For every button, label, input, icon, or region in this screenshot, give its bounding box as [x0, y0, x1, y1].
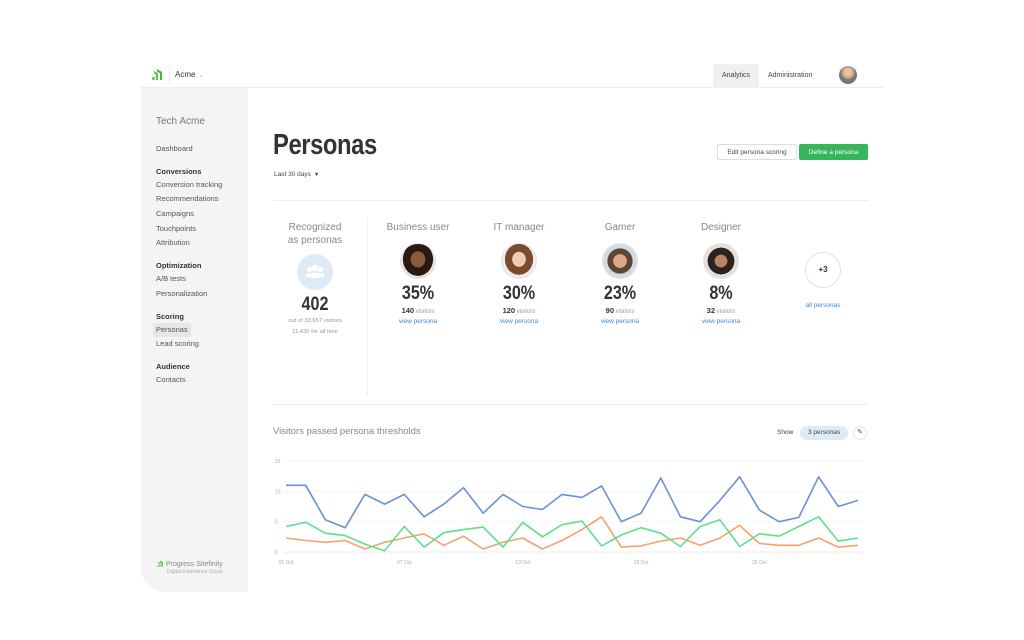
persona-card-designer: Designer 8% 32 visitors view persona — [679, 221, 763, 325]
app-window: Acme ⌄ Analytics Administration Tech Acme… — [141, 62, 883, 592]
sidebar: Tech Acme Dashboard Conversions Conversi… — [141, 88, 248, 592]
persona-name: Designer — [700, 222, 742, 233]
persona-avatar — [501, 243, 537, 279]
sidebar-item-ab-tests[interactable]: A/B tests — [156, 274, 187, 284]
sidebar-item-personalization[interactable]: Personalization — [156, 288, 208, 298]
persona-visitors: 140 visitors — [401, 306, 435, 315]
persona-avatar — [703, 243, 739, 279]
recognized-out-of: out of 33,657 visitors — [288, 318, 342, 324]
more-personas: +3 all personas — [781, 221, 865, 309]
recognized-title: Recognized as personas — [287, 222, 343, 246]
sidebar-title: Tech Acme — [156, 116, 205, 127]
user-avatar[interactable] — [839, 66, 857, 84]
edit-pencil-icon[interactable]: ✎ — [853, 426, 867, 440]
edit-persona-scoring-button[interactable]: Edit persona scoring — [717, 144, 797, 160]
chart-title: Visitors passed persona thresholds — [273, 426, 421, 437]
persona-card-it-manager: IT manager 30% 120 visitors view persona — [477, 221, 561, 325]
tab-analytics[interactable]: Analytics — [713, 64, 759, 88]
y-tick-label: 15 — [275, 459, 281, 465]
persona-avatar — [400, 243, 436, 279]
all-personas-link[interactable]: all personas — [805, 302, 841, 309]
persona-name: Gamer — [604, 222, 636, 233]
recognized-summary: Recognized as personas 402 out of 33,657… — [273, 221, 357, 335]
view-persona-link[interactable]: view persona — [701, 318, 741, 325]
sidebar-heading-conversions: Conversions — [156, 166, 202, 176]
group-users-icon — [297, 254, 333, 290]
sidebar-item-campaigns[interactable]: Campaigns — [156, 209, 194, 219]
persona-filter-pill[interactable]: 3 personas — [800, 426, 849, 440]
show-label: Show — [777, 429, 794, 436]
sidebar-item-lead-scoring[interactable]: Lead scoring — [156, 339, 199, 349]
logo-separator — [169, 66, 170, 84]
site-name: Acme — [175, 70, 196, 79]
chart-series-line[interactable] — [286, 475, 859, 529]
chevron-down-icon: ⌄ — [198, 73, 204, 79]
define-persona-button[interactable]: Define a persona — [799, 144, 868, 160]
sidebar-item-contacts[interactable]: Contacts — [156, 374, 186, 384]
persona-card-business-user: Business user 35% 140 visitors view pers… — [376, 221, 460, 325]
sidebar-item-personas[interactable]: Personas — [153, 322, 191, 338]
y-tick-label: 5 — [275, 520, 278, 526]
y-tick-label: 10 — [275, 489, 281, 495]
caret-down-icon: ▼ — [313, 172, 320, 178]
recognized-all-time: 11,435 for all time — [292, 329, 338, 335]
date-range-dropdown[interactable]: Last 30 days ▼ — [274, 171, 319, 178]
vertical-divider — [367, 218, 368, 396]
sidebar-item-dashboard[interactable]: Dashboard — [156, 144, 193, 153]
sidebar-item-attribution[interactable]: Attribution — [156, 238, 190, 248]
persona-name: Business user — [386, 222, 450, 233]
sidebar-heading-scoring: Scoring — [156, 311, 184, 321]
site-selector[interactable]: Acme ⌄ — [175, 70, 203, 79]
sitefinity-logo-icon[interactable] — [150, 68, 164, 82]
persona-percentage: 8% — [709, 283, 733, 304]
page-title: Personas — [273, 129, 377, 161]
persona-name: IT manager — [493, 222, 545, 233]
divider — [273, 200, 868, 201]
chart-series-line[interactable] — [285, 515, 859, 550]
more-personas-button[interactable]: +3 — [805, 252, 841, 288]
top-bar: Acme ⌄ Analytics Administration — [141, 62, 883, 88]
persona-percentage: 23% — [603, 283, 637, 304]
view-persona-link[interactable]: view persona — [600, 318, 640, 325]
persona-visitors: 32 visitors — [706, 306, 736, 315]
persona-visitors: 90 visitors — [605, 306, 635, 315]
sidebar-item-recommendations[interactable]: Recommendations — [156, 194, 219, 204]
sidebar-heading-audience: Audience — [156, 361, 190, 371]
progress-logo-icon — [157, 560, 163, 567]
persona-card-gamer: Gamer 23% 90 visitors view persona — [578, 221, 662, 325]
persona-visitors: 120 visitors — [502, 306, 536, 315]
persona-percentage: 30% — [502, 283, 536, 304]
line-chart: 0 5 10 15 01 Oct 07 Oct 13 Oct 19 Oct 25 Oct — [275, 459, 865, 566]
tab-administration[interactable]: Administration — [768, 72, 813, 79]
sidebar-item-conversion-tracking[interactable]: Conversion tracking — [156, 179, 223, 189]
chart-series-line[interactable] — [285, 515, 859, 552]
x-tick-label: 25 Oct — [752, 560, 767, 566]
divider — [273, 404, 868, 405]
persona-percentage: 35% — [401, 283, 435, 304]
persona-avatar — [602, 243, 638, 279]
brand-name: Progress·Sitefinity — [166, 560, 223, 568]
x-tick-label: 07 Oct — [397, 560, 412, 566]
x-tick-label: 13 Oct — [515, 560, 530, 566]
x-tick-label: 19 Oct — [634, 560, 649, 566]
x-tick-label: 01 Oct — [279, 560, 294, 566]
brand-tagline: Digital Experience Cloud — [167, 569, 222, 575]
recognized-count: 402 — [301, 294, 329, 315]
sidebar-nav: Dashboard Conversions Conversion trackin… — [153, 142, 246, 388]
sidebar-heading-optimization: Optimization — [156, 261, 202, 271]
view-persona-link[interactable]: view persona — [499, 318, 539, 325]
y-tick-label: 0 — [275, 550, 278, 556]
brand-footer: Progress·Sitefinity Digital Experience C… — [156, 560, 223, 575]
view-persona-link[interactable]: view persona — [398, 318, 438, 325]
sidebar-item-touchpoints[interactable]: Touchpoints — [156, 223, 197, 233]
date-range-label: Last 30 days — [274, 171, 311, 178]
